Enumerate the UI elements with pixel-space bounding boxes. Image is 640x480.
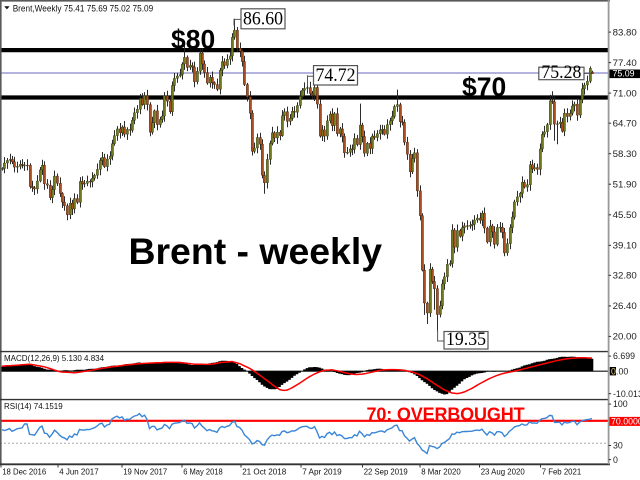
svg-text:83.80: 83.80 [613, 27, 637, 37]
svg-text:39.10: 39.10 [613, 241, 637, 251]
svg-text:70: OVERBOUGHT: 70: OVERBOUGHT [367, 405, 525, 425]
svg-text:71.00: 71.00 [613, 88, 637, 98]
svg-text:75.28: 75.28 [541, 63, 581, 83]
svg-text:6.699: 6.699 [613, 351, 635, 361]
svg-text:MACD(12,26,9) 5.130 4.834: MACD(12,26,9) 5.130 4.834 [4, 354, 105, 363]
svg-text:$70: $70 [462, 72, 506, 102]
svg-text:70.0000: 70.0000 [611, 416, 640, 426]
svg-text:19.35: 19.35 [446, 330, 486, 350]
svg-text:86.60: 86.60 [243, 10, 283, 30]
svg-text:18 Dec 2016: 18 Dec 2016 [2, 466, 46, 476]
svg-text:7 Apr 2019: 7 Apr 2019 [302, 466, 342, 476]
svg-text:RSI(14) 74.1519: RSI(14) 74.1519 [4, 402, 63, 411]
svg-text:-10.013: -10.013 [613, 389, 640, 399]
svg-text:100: 100 [613, 399, 628, 409]
svg-text:58.30: 58.30 [613, 149, 637, 159]
svg-text:Brent,Weekly 75.41 75.69 75.0: Brent,Weekly 75.41 75.69 75.02 75.09 [13, 3, 154, 13]
svg-text:4 Jun 2017: 4 Jun 2017 [59, 466, 99, 476]
svg-text:$80: $80 [171, 25, 215, 55]
svg-text:.00: .00 [616, 366, 628, 376]
svg-text:21 Oct 2018: 21 Oct 2018 [242, 466, 286, 476]
svg-text:0: 0 [613, 455, 618, 465]
svg-text:30: 30 [613, 441, 623, 451]
svg-text:77.40: 77.40 [613, 58, 637, 68]
svg-text:32.80: 32.80 [613, 271, 637, 281]
svg-text:19 Nov 2017: 19 Nov 2017 [123, 466, 167, 476]
svg-text:22 Sep 2019: 22 Sep 2019 [364, 466, 408, 476]
svg-text:23 Aug 2020: 23 Aug 2020 [481, 466, 525, 476]
svg-text:51.90: 51.90 [613, 179, 637, 189]
svg-text:6 May 2018: 6 May 2018 [183, 466, 223, 476]
svg-text:45.50: 45.50 [613, 210, 637, 220]
svg-text:64.70: 64.70 [613, 118, 637, 128]
svg-text:20.00: 20.00 [613, 332, 637, 342]
svg-text:74.72: 74.72 [316, 66, 356, 86]
svg-text:26.40: 26.40 [613, 301, 637, 311]
svg-text:7 Feb 2021: 7 Feb 2021 [542, 466, 582, 476]
svg-text:Brent - weekly: Brent - weekly [129, 230, 383, 272]
svg-text:0: 0 [611, 366, 616, 376]
svg-text:8 Mar 2020: 8 Mar 2020 [421, 466, 461, 476]
svg-text:75.09: 75.09 [613, 69, 635, 79]
